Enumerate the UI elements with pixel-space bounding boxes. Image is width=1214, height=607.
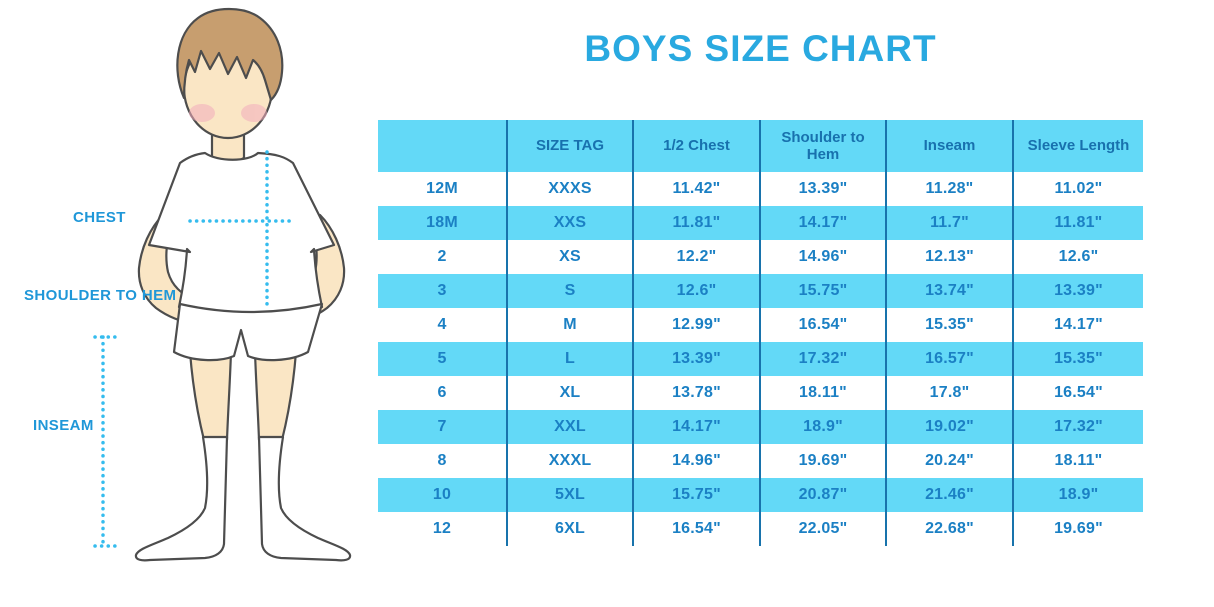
- cell-shoulder-to-hem: 15.75": [760, 274, 887, 308]
- header-size-tag: SIZE TAG: [507, 120, 634, 172]
- boy-illustration: [93, 8, 352, 562]
- cell-inseam: 13.74": [886, 274, 1014, 308]
- header-size: [378, 120, 508, 172]
- measurement-dotted-lines: [93, 150, 295, 548]
- chest-label: CHEST: [73, 209, 126, 226]
- cell-inseam: 21.46": [886, 478, 1014, 512]
- cell-size: 5: [378, 342, 508, 376]
- cell-half-chest: 11.81": [633, 206, 761, 240]
- cell-sleeve-length: 18.11": [1013, 444, 1143, 478]
- cell-half-chest: 12.6": [633, 274, 761, 308]
- cell-shoulder-to-hem: 16.54": [760, 308, 887, 342]
- table-row: 8 XXXL 14.96" 19.69" 20.24" 18.11": [378, 444, 1143, 478]
- cell-half-chest: 12.2": [633, 240, 761, 274]
- cell-size-tag: XXXL: [507, 444, 634, 478]
- cell-sleeve-length: 17.32": [1013, 410, 1143, 444]
- cell-size-tag: XXS: [507, 206, 634, 240]
- cell-half-chest: 11.42": [633, 172, 761, 206]
- cell-sleeve-length: 12.6": [1013, 240, 1143, 274]
- cell-inseam: 12.13": [886, 240, 1014, 274]
- cell-half-chest: 15.75": [633, 478, 761, 512]
- cell-size: 18M: [378, 206, 508, 240]
- cell-size: 2: [378, 240, 508, 274]
- table-row: 6 XL 13.78" 18.11" 17.8" 16.54": [378, 376, 1143, 410]
- cell-half-chest: 13.78": [633, 376, 761, 410]
- cell-size-tag: XL: [507, 376, 634, 410]
- cell-half-chest: 13.39": [633, 342, 761, 376]
- table-header-row: SIZE TAG 1/2 Chest Shoulder to Hem Insea…: [378, 120, 1143, 172]
- cell-shoulder-to-hem: 14.96": [760, 240, 887, 274]
- table-row: 5 L 13.39" 17.32" 16.57" 15.35": [378, 342, 1143, 376]
- table-row: 10 5XL 15.75" 20.87" 21.46" 18.9": [378, 478, 1143, 512]
- cell-size-tag: XXXS: [507, 172, 634, 206]
- table-row: 18M XXS 11.81" 14.17" 11.7" 11.81": [378, 206, 1143, 240]
- cell-sleeve-length: 16.54": [1013, 376, 1143, 410]
- cell-inseam: 20.24": [886, 444, 1014, 478]
- cell-inseam: 19.02": [886, 410, 1014, 444]
- boy-socks: [134, 435, 352, 562]
- cell-sleeve-length: 14.17": [1013, 308, 1143, 342]
- table-row: 3 S 12.6" 15.75" 13.74" 13.39": [378, 274, 1143, 308]
- cell-size: 8: [378, 444, 508, 478]
- cell-size: 12: [378, 512, 508, 546]
- cell-size-tag: M: [507, 308, 634, 342]
- header-shoulder-to-hem: Shoulder to Hem: [760, 120, 887, 172]
- cell-size: 6: [378, 376, 508, 410]
- cell-shoulder-to-hem: 14.17": [760, 206, 887, 240]
- cell-shoulder-to-hem: 17.32": [760, 342, 887, 376]
- cell-size-tag: 5XL: [507, 478, 634, 512]
- cell-shoulder-to-hem: 20.87": [760, 478, 887, 512]
- header-inseam: Inseam: [886, 120, 1014, 172]
- cell-half-chest: 12.99": [633, 308, 761, 342]
- cell-shoulder-to-hem: 19.69": [760, 444, 887, 478]
- cell-size-tag: S: [507, 274, 634, 308]
- cell-size: 7: [378, 410, 508, 444]
- cell-sleeve-length: 18.9": [1013, 478, 1143, 512]
- cell-size: 4: [378, 308, 508, 342]
- cell-shoulder-to-hem: 18.9": [760, 410, 887, 444]
- cell-sleeve-length: 11.81": [1013, 206, 1143, 240]
- size-chart-table: SIZE TAG 1/2 Chest Shoulder to Hem Insea…: [378, 120, 1143, 546]
- table-row: 12 6XL 16.54" 22.05" 22.68" 19.69": [378, 512, 1143, 546]
- cell-inseam: 17.8": [886, 376, 1014, 410]
- cell-half-chest: 14.17": [633, 410, 761, 444]
- cell-half-chest: 16.54": [633, 512, 761, 546]
- page-title: BOYS SIZE CHART: [584, 28, 937, 69]
- boy-shorts: [172, 302, 324, 362]
- cell-inseam: 22.68": [886, 512, 1014, 546]
- cell-size-tag: XXL: [507, 410, 634, 444]
- cell-size: 3: [378, 274, 508, 308]
- cell-shoulder-to-hem: 13.39": [760, 172, 887, 206]
- boy-hair: [176, 8, 284, 102]
- cell-sleeve-length: 15.35": [1013, 342, 1143, 376]
- shoulder-to-hem-label: SHOULDER TO HEM: [24, 287, 177, 304]
- cell-inseam: 11.7": [886, 206, 1014, 240]
- cell-sleeve-length: 13.39": [1013, 274, 1143, 308]
- cell-size: 12M: [378, 172, 508, 206]
- cell-sleeve-length: 19.69": [1013, 512, 1143, 546]
- cell-shoulder-to-hem: 22.05": [760, 512, 887, 546]
- boy-cheeks: [189, 104, 267, 122]
- table-row: 12M XXXS 11.42" 13.39" 11.28" 11.02": [378, 172, 1143, 206]
- cell-size-tag: L: [507, 342, 634, 376]
- table-body: 12M XXXS 11.42" 13.39" 11.28" 11.02" 18M…: [378, 172, 1143, 546]
- boy-figure-area: CHEST SHOULDER TO HEM INSEAM: [0, 0, 380, 607]
- table-row: 4 M 12.99" 16.54" 15.35" 14.17": [378, 308, 1143, 342]
- cell-inseam: 11.28": [886, 172, 1014, 206]
- cell-inseam: 15.35": [886, 308, 1014, 342]
- cell-size-tag: XS: [507, 240, 634, 274]
- cell-inseam: 16.57": [886, 342, 1014, 376]
- table-row: 2 XS 12.2" 14.96" 12.13" 12.6": [378, 240, 1143, 274]
- inseam-label: INSEAM: [33, 417, 94, 434]
- header-half-chest: 1/2 Chest: [633, 120, 761, 172]
- cell-shoulder-to-hem: 18.11": [760, 376, 887, 410]
- header-sleeve-length: Sleeve Length: [1013, 120, 1143, 172]
- table-row: 7 XXL 14.17" 18.9" 19.02" 17.32": [378, 410, 1143, 444]
- cell-size-tag: 6XL: [507, 512, 634, 546]
- cell-half-chest: 14.96": [633, 444, 761, 478]
- cell-size: 10: [378, 478, 508, 512]
- boy-legs: [188, 350, 298, 442]
- cell-sleeve-length: 11.02": [1013, 172, 1143, 206]
